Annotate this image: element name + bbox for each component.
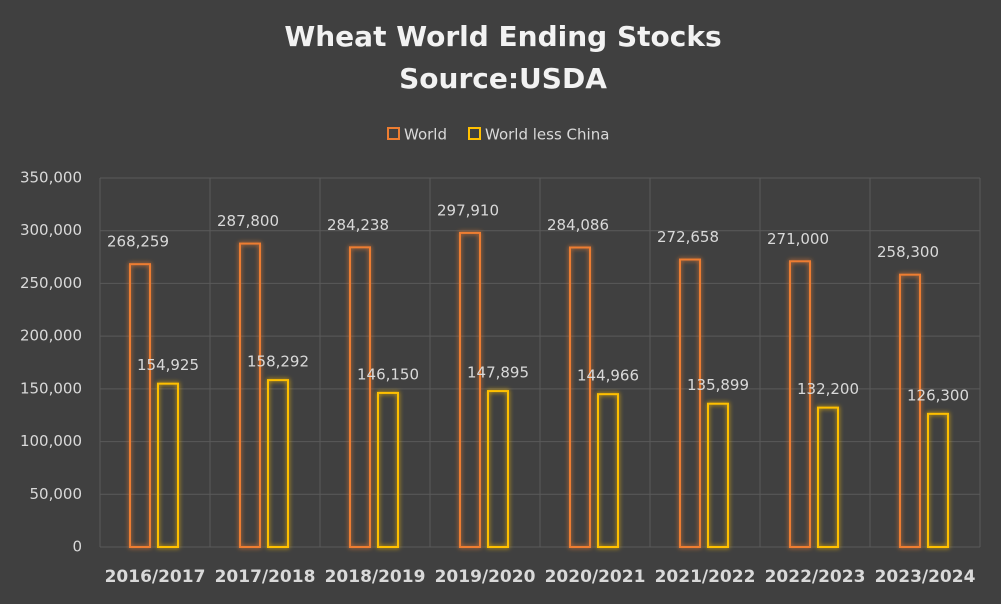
value-label: 258,300 — [877, 243, 939, 261]
value-label: 154,925 — [137, 356, 199, 374]
chart-subtitle: Source:USDA — [399, 62, 607, 95]
bar — [789, 260, 811, 548]
legend-swatch — [468, 127, 481, 140]
value-label: 132,200 — [797, 380, 859, 398]
y-tick-label: 150,000 — [20, 379, 82, 397]
x-tick-label: 2017/2018 — [215, 567, 316, 587]
x-tick-label: 2016/2017 — [105, 567, 206, 587]
legend-label: World — [404, 126, 447, 144]
bar — [679, 258, 701, 548]
bar — [267, 379, 289, 549]
bar — [487, 390, 509, 548]
y-tick-label: 350,000 — [20, 169, 82, 187]
value-label: 147,895 — [467, 364, 529, 382]
bar — [157, 382, 179, 549]
bar — [899, 273, 921, 548]
y-tick-label: 300,000 — [20, 221, 82, 239]
bar — [569, 246, 591, 548]
bar — [129, 263, 151, 548]
value-label: 297,910 — [437, 201, 499, 219]
value-label: 146,150 — [357, 365, 419, 383]
value-label: 158,292 — [247, 353, 309, 371]
bar — [707, 402, 729, 548]
bar — [817, 406, 839, 549]
value-label: 287,800 — [217, 212, 279, 230]
bar — [927, 412, 949, 548]
x-tick-label: 2021/2022 — [655, 567, 756, 587]
value-label: 284,086 — [547, 216, 609, 234]
value-label: 126,300 — [907, 386, 969, 404]
bar — [459, 231, 481, 548]
x-tick-label: 2020/2021 — [545, 567, 646, 587]
bar — [349, 246, 371, 548]
y-tick-label: 50,000 — [30, 485, 83, 503]
bar — [239, 242, 261, 548]
legend-label: World less China — [485, 126, 609, 144]
value-label: 271,000 — [767, 230, 829, 248]
value-label: 284,238 — [327, 216, 389, 234]
bar — [597, 393, 619, 549]
value-label: 268,259 — [107, 233, 169, 251]
x-tick-label: 2022/2023 — [765, 567, 866, 587]
value-label: 135,899 — [687, 376, 749, 394]
x-tick-label: 2023/2024 — [875, 567, 976, 587]
y-tick-label: 100,000 — [20, 432, 82, 450]
y-tick-label: 200,000 — [20, 327, 82, 345]
bar — [377, 391, 399, 548]
value-label: 144,966 — [577, 367, 639, 385]
x-tick-label: 2018/2019 — [325, 567, 426, 587]
x-tick-label: 2019/2020 — [435, 567, 536, 587]
y-tick-label: 250,000 — [20, 274, 82, 292]
legend-swatch — [387, 127, 400, 140]
value-label: 272,658 — [657, 228, 719, 246]
y-tick-label: 0 — [72, 538, 82, 556]
chart-title: Wheat World Ending Stocks — [284, 20, 721, 53]
